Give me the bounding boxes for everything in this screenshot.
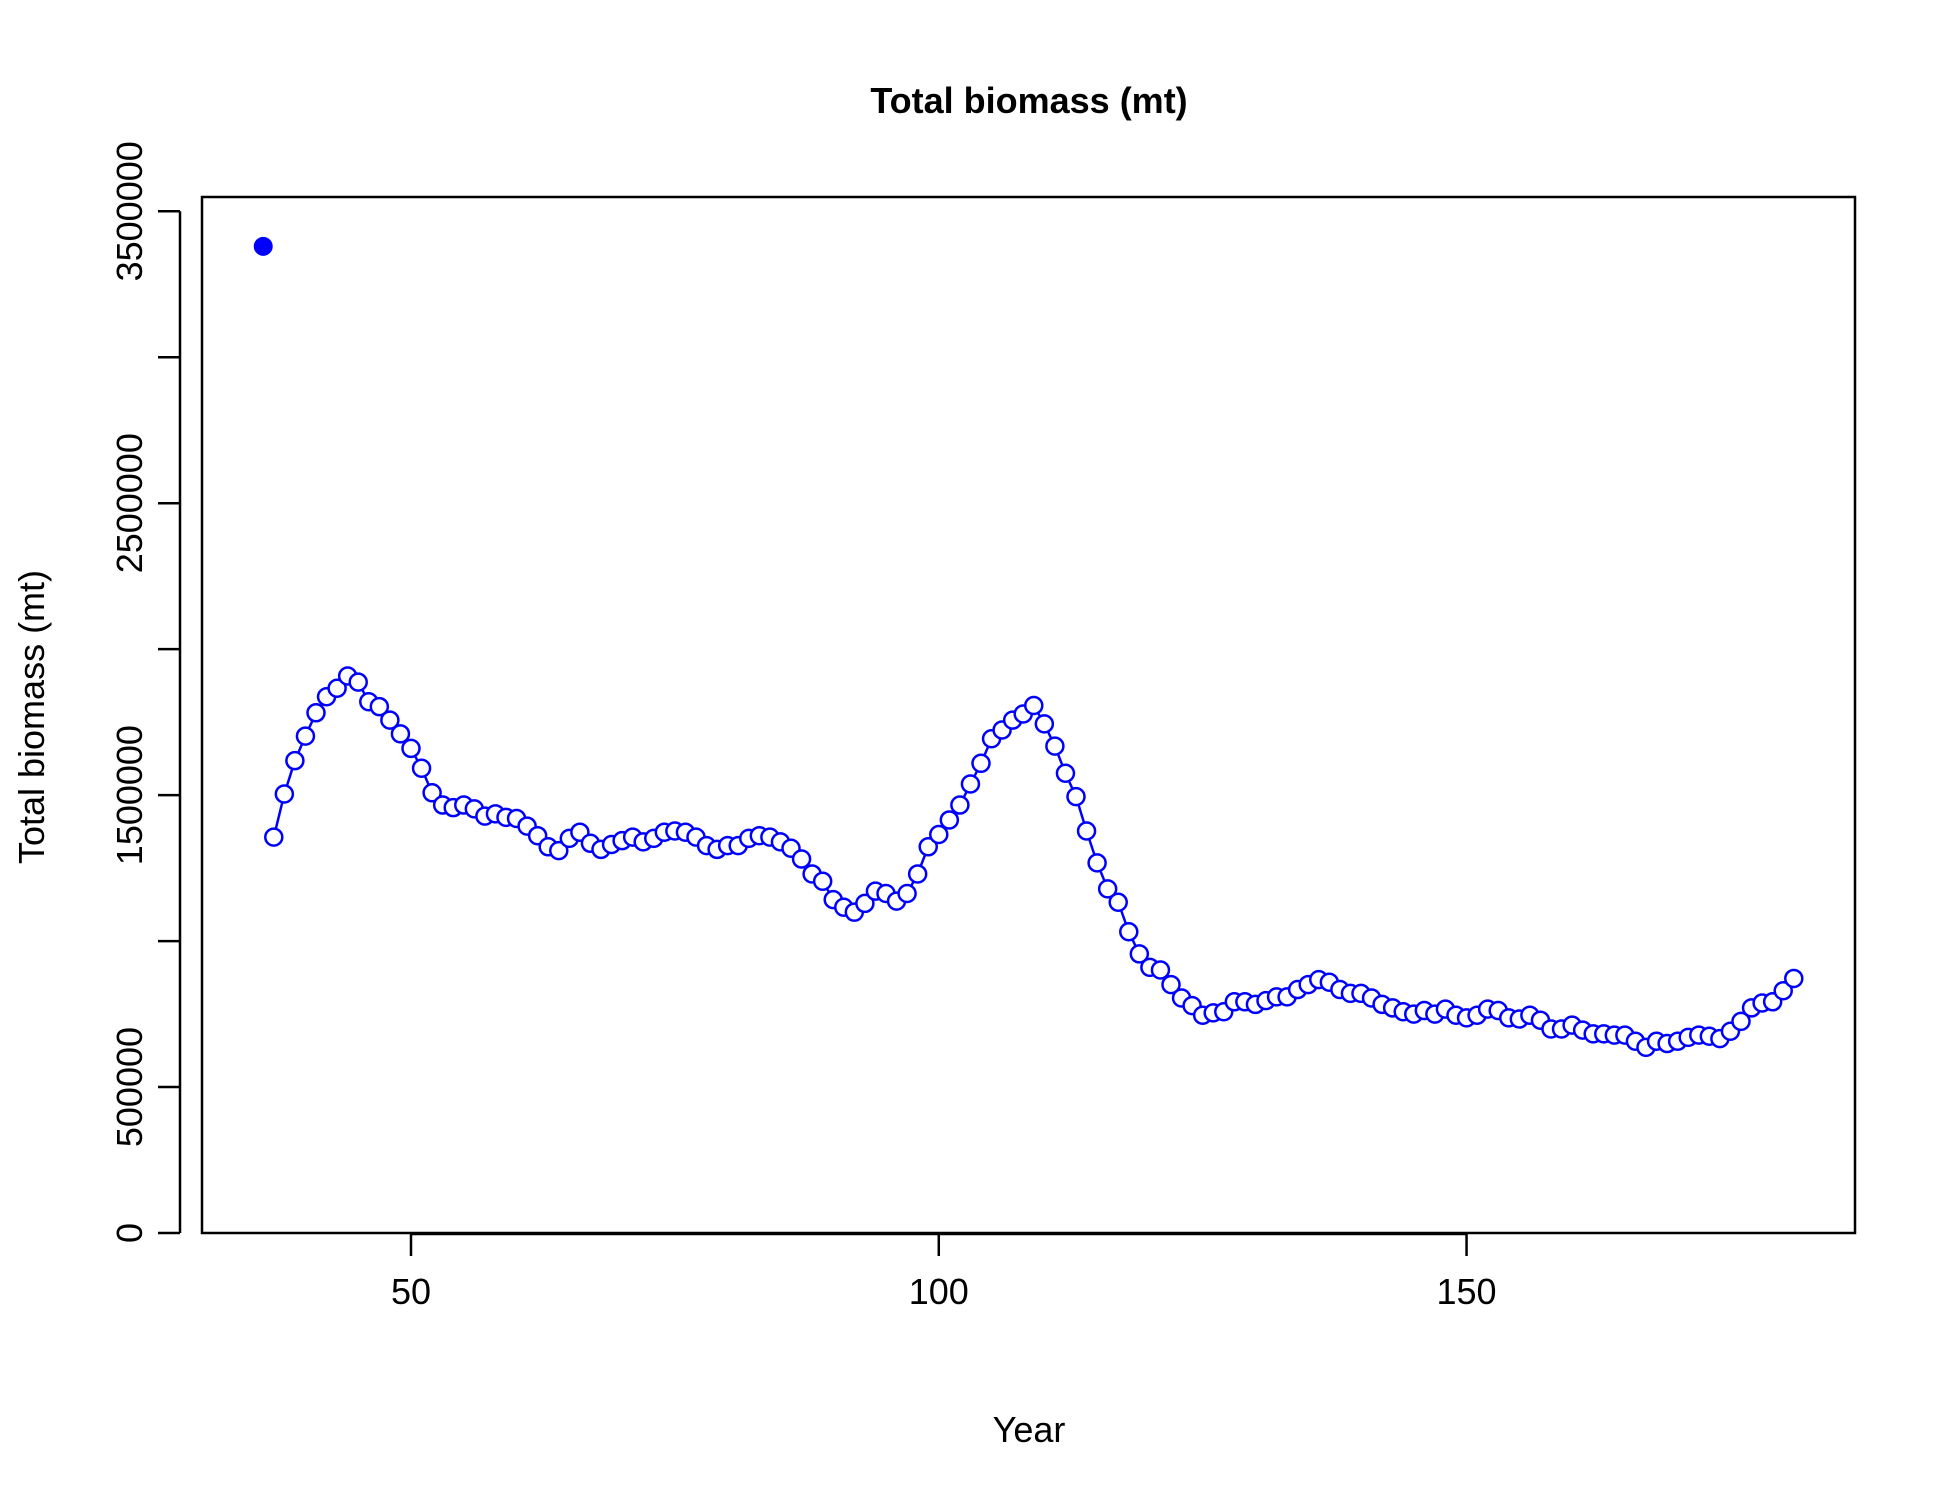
data-point [1045, 736, 1065, 756]
data-point [939, 810, 960, 830]
data-point [1108, 892, 1128, 913]
data-point [1097, 879, 1118, 899]
data-point [1024, 695, 1044, 716]
y-tick-label: 0 [109, 1223, 150, 1243]
y-tick-label: 1500000 [109, 725, 150, 865]
data-point [1034, 714, 1055, 734]
data-point [929, 824, 949, 845]
y-tick-label: 3500000 [109, 141, 150, 281]
data-point [855, 893, 875, 914]
data-point [1087, 853, 1107, 873]
data-point [327, 678, 347, 699]
data-point [907, 864, 928, 884]
data-point [390, 724, 411, 744]
data-point [411, 758, 432, 779]
data-point [812, 871, 833, 891]
x-tick-label: 50 [391, 1271, 431, 1312]
data-point [295, 726, 316, 746]
data-point [960, 774, 981, 794]
data-point [950, 795, 970, 815]
chart-title: Total biomass (mt) [870, 80, 1187, 121]
data-point [1129, 944, 1150, 964]
data-point [380, 710, 400, 730]
data-point [1055, 763, 1076, 783]
data-point [1119, 921, 1139, 942]
data-point [348, 672, 368, 692]
data-point [401, 738, 421, 759]
x-tick-label: 150 [1437, 1271, 1497, 1312]
data-point [897, 883, 917, 904]
data-point [264, 827, 284, 847]
data-point [1066, 786, 1086, 807]
y-tick-label: 500000 [109, 1027, 150, 1147]
data-point [1731, 1011, 1751, 1032]
x-axis-label: Year [993, 1409, 1066, 1450]
data-point [549, 840, 569, 861]
data-point [253, 236, 273, 256]
data-point [1150, 960, 1171, 980]
data-point [918, 837, 938, 857]
data-point [285, 750, 305, 771]
data-point [1784, 968, 1804, 989]
data-point [1161, 974, 1181, 995]
data-point [422, 783, 442, 803]
data-point [971, 753, 991, 774]
data-point [306, 703, 326, 723]
series-line [272, 674, 1795, 1049]
data-point [369, 696, 390, 717]
data-point [1076, 821, 1097, 841]
y-tick-label: 2500000 [109, 433, 150, 573]
data-point [791, 849, 812, 869]
x-tick-label: 100 [909, 1271, 969, 1312]
y-axis-label: Total biomass (mt) [11, 570, 52, 864]
data-point [274, 784, 295, 804]
data-point [1773, 980, 1793, 1001]
